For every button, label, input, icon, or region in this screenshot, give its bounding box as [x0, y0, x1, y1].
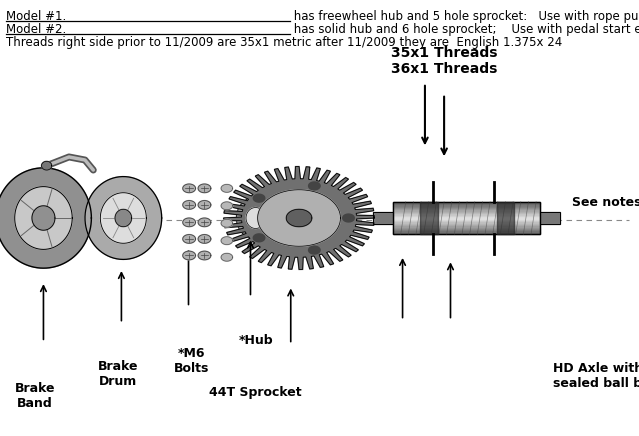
Bar [393, 201, 540, 203]
Bar [393, 212, 540, 213]
Bar [393, 211, 540, 212]
Polygon shape [198, 235, 211, 243]
Polygon shape [0, 168, 91, 268]
Polygon shape [183, 251, 196, 260]
Polygon shape [42, 161, 52, 170]
Polygon shape [253, 234, 265, 242]
Bar [393, 210, 540, 211]
Bar [373, 212, 393, 224]
Bar [420, 201, 438, 235]
Text: See notes:: See notes: [572, 196, 639, 209]
Bar [393, 221, 540, 222]
Polygon shape [15, 187, 72, 249]
Bar [393, 233, 540, 235]
Polygon shape [221, 184, 233, 192]
Text: Model #2.: Model #2. [6, 23, 66, 36]
Bar [393, 225, 540, 227]
Bar [540, 212, 560, 224]
Text: Brake
Drum: Brake Drum [98, 360, 139, 388]
Polygon shape [198, 201, 211, 209]
Polygon shape [343, 214, 354, 222]
Polygon shape [258, 190, 341, 246]
Polygon shape [115, 209, 132, 227]
Bar [393, 227, 540, 228]
Polygon shape [224, 167, 374, 269]
Bar [393, 201, 540, 235]
Bar [393, 204, 540, 206]
Polygon shape [309, 182, 320, 190]
Polygon shape [221, 253, 233, 261]
Text: 44T Sprocket: 44T Sprocket [210, 386, 302, 399]
Text: HD Axle with double row
sealed ball bearings: HD Axle with double row sealed ball bear… [553, 362, 639, 390]
Polygon shape [183, 235, 196, 243]
Text: Model #1.: Model #1. [6, 10, 66, 23]
Polygon shape [198, 251, 211, 260]
Bar [393, 207, 540, 208]
Polygon shape [198, 218, 211, 227]
Polygon shape [183, 201, 196, 209]
Bar [540, 212, 560, 224]
Polygon shape [221, 202, 233, 210]
Bar [393, 224, 540, 225]
Bar [393, 229, 540, 230]
Text: has solid hub and 6 hole sprocket;    Use with pedal start engines:: has solid hub and 6 hole sprocket; Use w… [290, 23, 639, 36]
Bar [393, 208, 540, 209]
Bar [393, 219, 540, 220]
Bar [393, 220, 540, 221]
Bar [393, 213, 540, 215]
Polygon shape [221, 237, 233, 245]
Bar [393, 216, 540, 217]
Polygon shape [198, 184, 211, 193]
Bar [393, 215, 540, 216]
Polygon shape [236, 197, 275, 239]
Bar [373, 212, 393, 224]
Polygon shape [32, 206, 55, 230]
Text: has freewheel hub and 5 hole sprocket:   Use with rope pull start engines.: has freewheel hub and 5 hole sprocket: U… [290, 10, 639, 23]
Bar [393, 230, 540, 232]
Text: 35x1 Threads
36x1 Threads: 35x1 Threads 36x1 Threads [391, 46, 497, 76]
Text: Threads right side prior to 11/2009 are 35x1 metric after 11/2009 they are  Engl: Threads right side prior to 11/2009 are … [6, 36, 563, 49]
Bar [393, 232, 540, 233]
Bar [393, 218, 540, 219]
Bar [393, 222, 540, 224]
Polygon shape [253, 194, 265, 202]
Text: *Hub: *Hub [238, 334, 273, 347]
Polygon shape [246, 208, 265, 228]
Polygon shape [183, 218, 196, 227]
Bar [393, 203, 540, 204]
Bar [393, 205, 540, 207]
Polygon shape [286, 209, 312, 227]
Text: Brake
Band: Brake Band [15, 382, 56, 409]
Polygon shape [309, 246, 320, 254]
Text: *M6
Bolts: *M6 Bolts [174, 347, 210, 375]
Bar [393, 228, 540, 229]
Polygon shape [183, 184, 196, 193]
Polygon shape [85, 177, 162, 259]
Polygon shape [100, 193, 146, 243]
Bar [497, 201, 514, 235]
Polygon shape [221, 219, 233, 227]
